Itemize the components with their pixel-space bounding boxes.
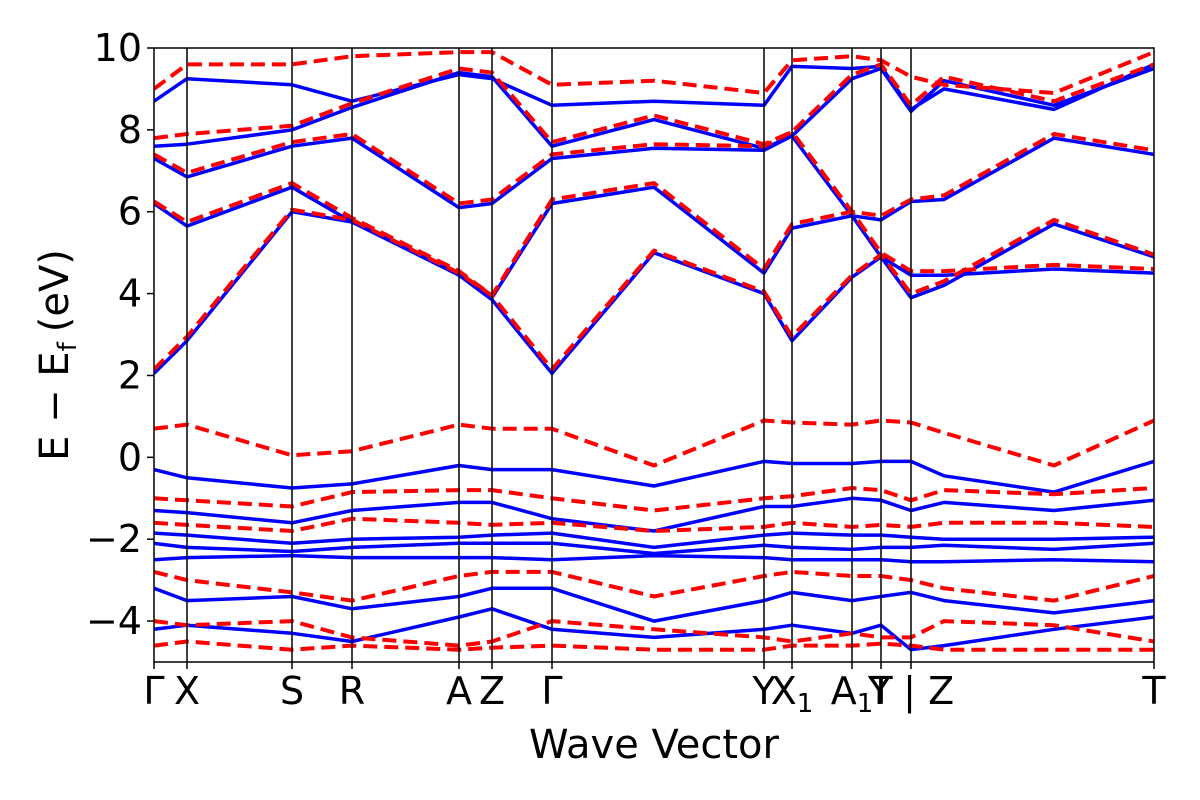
red-dashed-band-3 bbox=[154, 62, 1154, 147]
x-tick-label-1: X bbox=[174, 669, 200, 713]
x-tick-label-10: T bbox=[868, 669, 893, 713]
x-tick-label-9: A1 bbox=[831, 669, 874, 719]
y-axis-label-subscript: f bbox=[53, 341, 83, 351]
x-tick-label-3: R bbox=[339, 669, 365, 713]
red-dashed-band-4 bbox=[154, 50, 1154, 95]
red-dashed-band-1 bbox=[154, 132, 1154, 298]
x-tick-label-6: Γ bbox=[541, 669, 562, 713]
y-axis-ticks: −4 −2 0 2 4 6 8 10 bbox=[86, 26, 154, 643]
red-dashed-band-10 bbox=[154, 639, 1154, 652]
x-axis-label: Wave Vector bbox=[529, 722, 780, 768]
red-dashed-band-6 bbox=[154, 486, 1154, 513]
band-lines bbox=[154, 50, 1154, 652]
plot-frame bbox=[153, 47, 1155, 663]
red-dashed-band-0 bbox=[154, 207, 1154, 372]
y-tick-label-7: 10 bbox=[94, 26, 142, 70]
y-axis-label-unit: (eV) bbox=[32, 249, 78, 332]
blue-solid-band-3 bbox=[154, 66, 1154, 151]
red-dashed-band-7 bbox=[154, 516, 1154, 533]
x-tick-label-7: Y bbox=[751, 669, 776, 713]
blue-solid-band-11 bbox=[154, 607, 1154, 652]
red-dashed-band-2 bbox=[154, 129, 1154, 274]
x-tick-label-5: Z bbox=[479, 669, 505, 713]
x-tick-label-8: X1 bbox=[771, 669, 814, 719]
blue-solid-band-4 bbox=[154, 62, 1154, 112]
blue-solid-band-10 bbox=[154, 586, 1154, 623]
blue-solid-band-9 bbox=[154, 553, 1154, 564]
y-tick-label-5: 6 bbox=[118, 190, 142, 234]
y-tick-label-2: 0 bbox=[118, 435, 142, 479]
y-tick-label-0: −4 bbox=[86, 599, 142, 643]
blue-solid-band-2 bbox=[154, 134, 1154, 277]
y-tick-label-4: 4 bbox=[118, 272, 142, 316]
x-tick-label-0: Γ bbox=[143, 669, 164, 713]
x-tick-label-4: A bbox=[446, 669, 472, 713]
x-tick-label-11: Y | Z bbox=[867, 669, 954, 714]
blue-solid-band-7 bbox=[154, 531, 1154, 550]
blue-solid-band-0 bbox=[154, 209, 1154, 376]
y-axis-label-main: E − E bbox=[32, 351, 78, 461]
red-dashed-band-9 bbox=[154, 619, 1154, 648]
y-tick-label-1: −2 bbox=[86, 517, 142, 561]
kpoint-divider-lines bbox=[186, 48, 912, 662]
y-axis-label: E − Ef (eV) bbox=[32, 249, 83, 461]
y-tick-label-6: 8 bbox=[118, 108, 142, 152]
x-tick-label-12: T bbox=[1141, 669, 1166, 713]
blue-solid-band-1 bbox=[154, 136, 1154, 300]
blue-solid-band-8 bbox=[154, 541, 1154, 556]
y-tick-label-3: 2 bbox=[118, 353, 142, 397]
red-dashed-band-8 bbox=[154, 569, 1154, 603]
blue-solid-band-6 bbox=[154, 496, 1154, 533]
red-dashed-band-5 bbox=[154, 418, 1154, 468]
x-tick-label-2: S bbox=[280, 669, 304, 713]
blue-solid-band-5 bbox=[154, 459, 1154, 494]
